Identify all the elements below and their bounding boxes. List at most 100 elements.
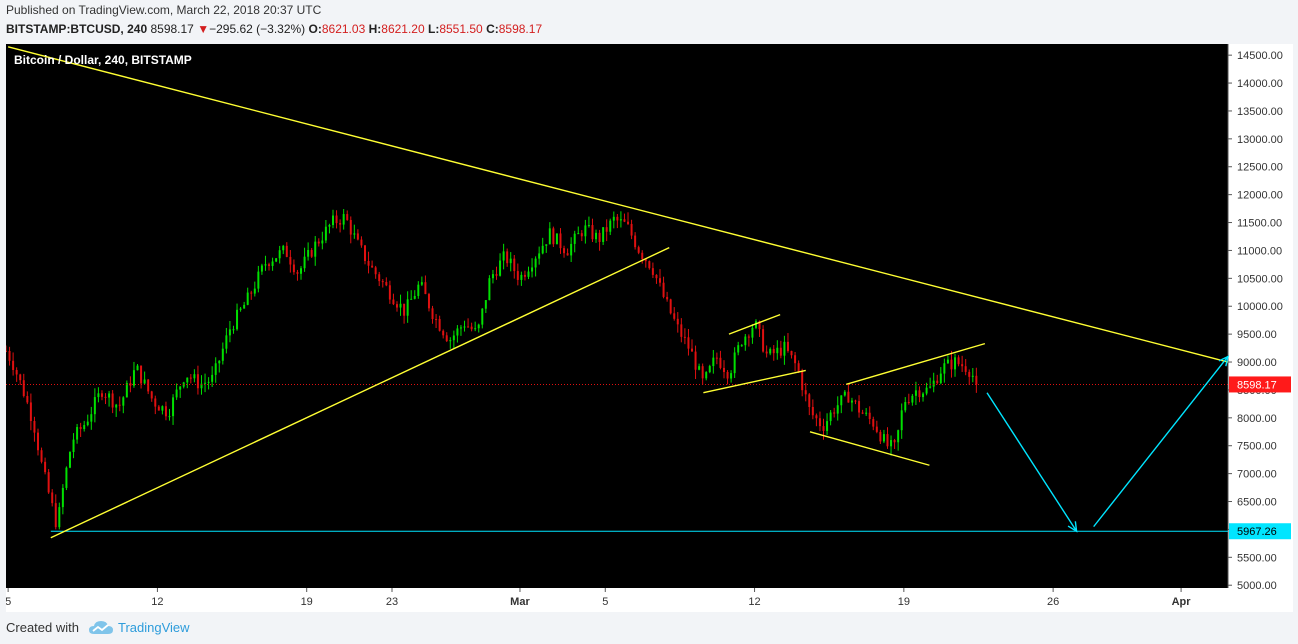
trendline-wedge-lower[interactable] [809, 431, 930, 466]
candle-body [44, 461, 47, 473]
candle-body [406, 299, 409, 316]
candle-body [630, 223, 633, 236]
candle-body [157, 406, 160, 411]
candle-body [122, 397, 125, 406]
candle-body [701, 366, 704, 379]
candle-body [957, 357, 960, 365]
candle-body [712, 357, 715, 367]
candle-body [907, 402, 910, 404]
candle-body [86, 421, 89, 426]
x-tick-label: 26 [1047, 596, 1059, 608]
candle-body [22, 380, 25, 397]
candle-body [26, 396, 29, 403]
candle-body [868, 412, 871, 420]
price-chart[interactable]: 5000.005500.006000.006500.007000.007500.… [6, 44, 1293, 612]
candle-body [310, 250, 313, 257]
candle-body [214, 363, 217, 375]
y-tick-label: 7000.00 [1237, 469, 1277, 481]
candle-body [850, 400, 853, 403]
candle-body [914, 390, 917, 396]
candle-body [36, 432, 39, 451]
candle-body [93, 397, 96, 415]
candle-body [637, 247, 640, 253]
candle-body [890, 440, 893, 447]
trendline-flag1-upper[interactable] [728, 313, 781, 335]
candle-body [666, 296, 669, 300]
trendline-flag1-lower[interactable] [703, 369, 806, 394]
y-tick-label: 13500.00 [1237, 106, 1283, 118]
candle-body [324, 226, 327, 241]
time-axis[interactable] [6, 588, 1228, 612]
candle-body [172, 397, 175, 417]
x-axis-labels: 5 12 19 23 Mar 5 12 19 26 Apr [6, 588, 1191, 608]
chart-title: Bitcoin / Dollar, 240, BITSTAMP [14, 53, 192, 67]
symbol-label: BITSTAMP:BTCUSD, 240 [6, 22, 148, 36]
candle-body [285, 245, 288, 257]
up-arrow[interactable] [1093, 356, 1229, 528]
candle-body [427, 294, 430, 309]
candle-body [772, 348, 775, 354]
y-tick-label: 12000.00 [1237, 190, 1283, 202]
candle-body [822, 426, 825, 431]
y-tick-label: 9000.00 [1237, 357, 1277, 369]
candle-body [292, 264, 295, 273]
trendline-wedge-upper[interactable] [846, 342, 986, 386]
candle-body [282, 245, 285, 251]
candle-body [932, 380, 935, 387]
y-tick-label: 8000.00 [1237, 413, 1277, 425]
candle-body [605, 227, 608, 232]
candle-body [19, 374, 22, 381]
candle-body [747, 336, 750, 338]
candle-body [815, 415, 818, 419]
candle-body [644, 258, 647, 262]
price-axis[interactable] [1228, 44, 1293, 588]
candle-body [623, 219, 626, 222]
trendline-descending-resistance[interactable] [7, 46, 1229, 363]
candle-body [893, 440, 896, 443]
candle-body [833, 412, 836, 414]
candle-body [659, 278, 662, 283]
candle-body [381, 281, 384, 283]
candle-body [403, 303, 406, 316]
candle-body [371, 265, 374, 268]
candle-body [481, 308, 484, 325]
down-arrow[interactable] [986, 392, 1078, 532]
candle-body [683, 336, 686, 338]
y-tick-label: 5000.00 [1237, 580, 1277, 592]
candle-body [221, 348, 224, 361]
candle-body [360, 239, 363, 246]
x-tick-label: 12 [748, 596, 760, 608]
candle-body [431, 308, 434, 320]
open-label: O: [308, 22, 322, 36]
candle-body [488, 278, 491, 301]
candle-body [602, 227, 605, 242]
candle-body [186, 377, 189, 383]
candle-body [76, 427, 79, 440]
candle-body [179, 386, 182, 390]
candle-body [573, 233, 576, 244]
candle-body [676, 318, 679, 325]
candle-body [349, 220, 352, 235]
candle-body [879, 431, 882, 442]
trendline-ascending-support[interactable] [50, 247, 670, 539]
candle-body [509, 258, 512, 264]
candle-body [641, 252, 644, 259]
tradingview-cloud-icon[interactable] [88, 619, 114, 637]
candle-body [829, 412, 832, 422]
candle-body [584, 225, 587, 237]
candle-body [374, 267, 377, 275]
candle-body [246, 292, 249, 305]
candle-body [491, 274, 494, 279]
candle-body [335, 215, 338, 224]
candle-body [200, 383, 203, 389]
tradingview-link[interactable]: TradingView [118, 620, 190, 635]
candle-body [875, 426, 878, 432]
candle-body [367, 260, 370, 266]
candle-body [968, 371, 971, 377]
candle-body [612, 216, 615, 221]
candle-body [662, 282, 665, 297]
candle-body [47, 472, 50, 493]
candle-body [758, 321, 761, 330]
x-tick-label: 19 [898, 596, 910, 608]
candle-body [708, 366, 711, 373]
